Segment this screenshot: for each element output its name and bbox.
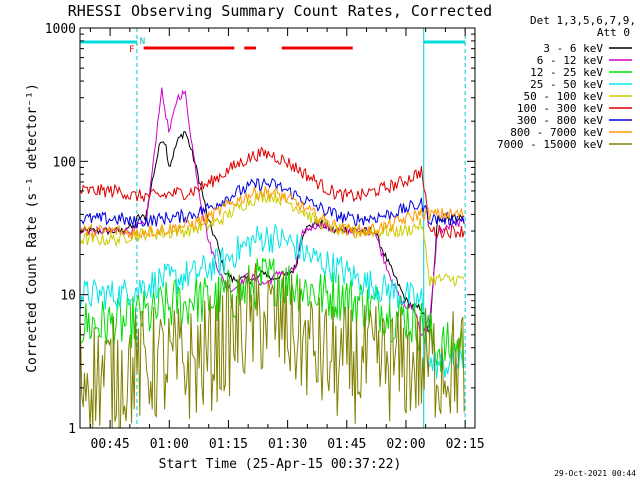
flare-flag-label: F [129,45,134,55]
legend-label-2: 12 - 25 keV [530,66,603,79]
legend-label-5: 100 - 300 keV [517,102,603,115]
series-line-3 [80,223,465,379]
legend-header-line-1: Det 1,3,5,6,7,9, [530,14,636,27]
plot-area: FN [80,28,466,428]
legend-header-line-2: Att 0 [597,26,630,39]
legend-label-8: 7000 - 15000 keV [497,138,603,151]
legend-label-6: 300 - 800 keV [517,114,603,127]
footer-timestamp: 29-Oct-2021 00:44 [554,469,636,478]
x-tick-label-5: 02:00 [386,437,425,452]
y-axis-label: Corrected Count Rate (s⁻¹ detector⁻¹) [25,83,40,373]
legend-label-3: 25 - 50 keV [530,78,603,91]
plot-frame [79,27,476,429]
legend-label-0: 3 - 6 keV [543,42,603,55]
series-line-6 [80,177,465,229]
series-line-7 [80,186,465,240]
plot-contents: FN [80,28,466,428]
x-tick-label-4: 01:45 [327,437,366,452]
legend-label-4: 50 - 100 keV [524,90,604,103]
legend-label-7: 800 - 7000 keV [510,126,603,139]
x-axis-label: Start Time (25-Apr-15 00:37:22) [159,457,402,472]
x-tick-label-3: 01:30 [268,437,307,452]
series-line-8 [80,263,465,428]
x-tick-label-1: 01:00 [150,437,189,452]
y-tick-label-3: 1 [68,422,76,437]
y-tick-label-0: 1000 [45,22,76,37]
chart-title: RHESSI Observing Summary Count Rates, Co… [68,2,492,20]
x-tick-label-2: 01:15 [209,437,248,452]
night-flag-label: N [140,37,145,47]
series-line-5 [80,146,465,239]
axes: 1000 100 10 1 00:45 01:00 01:15 01:30 01:45 02:00… [45,22,485,452]
legend-label-1: 6 - 12 keV [537,54,604,67]
x-tick-label-0: 00:45 [91,437,130,452]
y-tick-label-2: 10 [60,289,76,304]
x-tick-label-6: 02:15 [446,437,485,452]
y-tick-label-1: 100 [53,155,76,170]
